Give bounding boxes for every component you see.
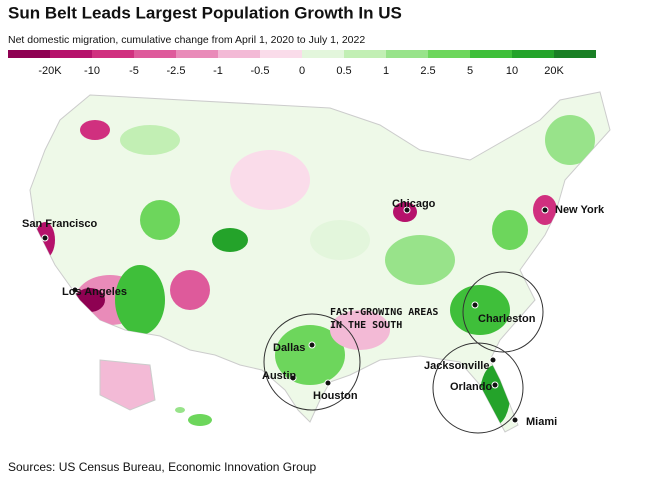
cities: San Francisco Los Angeles Chicago New Yo… xyxy=(22,198,605,428)
legend-label: 0 xyxy=(299,65,305,77)
legend-label: 20K xyxy=(544,65,564,77)
patch xyxy=(170,270,210,310)
hawaii xyxy=(175,407,185,413)
city-label: Jacksonville xyxy=(424,360,489,372)
city-label: Miami xyxy=(526,416,557,428)
patch xyxy=(140,200,180,240)
legend-label: -2.5 xyxy=(167,65,186,77)
legend-swatch xyxy=(8,50,50,58)
city-dot xyxy=(489,356,497,364)
city-label: Dallas xyxy=(273,342,305,354)
city-label: Orlando xyxy=(450,381,492,393)
legend-swatch xyxy=(512,50,554,58)
legend-label: 0.5 xyxy=(336,65,351,77)
patch xyxy=(115,265,165,335)
city-label: Austin xyxy=(262,370,297,382)
city-label: Los Angeles xyxy=(62,286,127,298)
legend-label: -5 xyxy=(129,65,139,77)
city-dot xyxy=(289,374,297,382)
city-dot xyxy=(308,341,316,349)
legend-swatch xyxy=(470,50,512,58)
legend-swatch xyxy=(554,50,596,58)
subtitle: Net domestic migration, cumulative chang… xyxy=(8,34,365,46)
annotation: IN THE SOUTH xyxy=(330,320,402,331)
patch xyxy=(385,235,455,285)
source: Sources: US Census Bureau, Economic Inno… xyxy=(8,460,316,474)
map xyxy=(29,91,611,433)
patch xyxy=(450,285,510,335)
patch xyxy=(492,210,528,250)
patch xyxy=(310,220,370,260)
hawaii xyxy=(188,414,212,426)
legend-swatch xyxy=(428,50,470,58)
highlight-ring xyxy=(462,271,544,353)
legend-swatch xyxy=(134,50,176,58)
city-dot xyxy=(491,381,499,389)
city-dot xyxy=(541,206,549,214)
legend-label: 10 xyxy=(506,65,518,77)
patch xyxy=(275,325,345,385)
patch xyxy=(80,120,110,140)
legend-label: -10 xyxy=(84,65,100,77)
legend-swatch xyxy=(344,50,386,58)
patch xyxy=(545,115,595,165)
legend-label: 5 xyxy=(467,65,473,77)
legend-swatch xyxy=(176,50,218,58)
patch xyxy=(230,150,310,210)
legend-label: -20K xyxy=(38,65,62,77)
legend-swatch xyxy=(302,50,344,58)
legend-label: -0.5 xyxy=(251,65,270,77)
patch xyxy=(480,365,510,425)
patch xyxy=(330,310,390,350)
patch xyxy=(212,228,248,252)
legend-label: 1 xyxy=(383,65,389,77)
city-label: Chicago xyxy=(392,198,436,210)
city-label: New York xyxy=(555,204,605,216)
legend-label: -1 xyxy=(213,65,223,77)
alaska xyxy=(99,359,156,411)
city-dot xyxy=(324,379,332,387)
city-label: Charleston xyxy=(478,313,536,325)
patch xyxy=(120,125,180,155)
highlight-ring xyxy=(432,342,524,434)
legend-label: 2.5 xyxy=(420,65,435,77)
annotation: FAST-GROWING AREAS xyxy=(330,307,438,318)
legend-swatch xyxy=(386,50,428,58)
city-label: San Francisco xyxy=(22,218,97,230)
city-dot xyxy=(511,416,519,424)
legend-swatch xyxy=(92,50,134,58)
legend-swatch xyxy=(218,50,260,58)
city-dot xyxy=(71,286,79,294)
county-patches xyxy=(35,115,595,425)
highlight-ring xyxy=(263,313,361,411)
legend: -20K -10 -5 -2.5 -1 -0.5 0 0.5 1 2.5 5 10 20K xyxy=(8,50,596,77)
title: Sun Belt Leads Largest Population Growth… xyxy=(8,3,402,22)
legend-swatch xyxy=(50,50,92,58)
legend-swatch xyxy=(260,50,302,58)
city-dot xyxy=(41,234,49,242)
city-label: Houston xyxy=(313,390,358,402)
city-dot xyxy=(471,301,479,309)
city-dot xyxy=(403,206,411,214)
